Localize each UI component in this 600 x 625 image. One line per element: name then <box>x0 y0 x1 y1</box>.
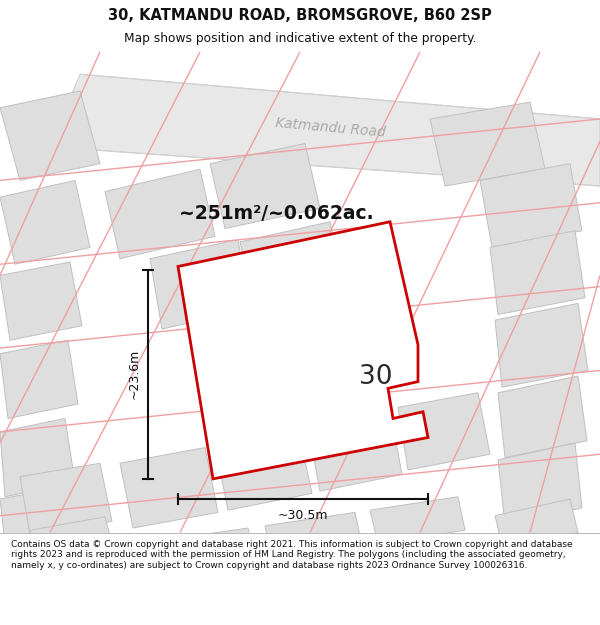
Polygon shape <box>480 164 582 248</box>
Text: 30: 30 <box>359 364 393 391</box>
Polygon shape <box>308 409 402 491</box>
Text: 30, KATMANDU ROAD, BROMSGROVE, B60 2SP: 30, KATMANDU ROAD, BROMSGROVE, B60 2SP <box>108 8 492 23</box>
Polygon shape <box>495 303 588 388</box>
Polygon shape <box>495 499 578 549</box>
Polygon shape <box>0 181 90 264</box>
Polygon shape <box>240 222 345 307</box>
Polygon shape <box>178 222 428 479</box>
Polygon shape <box>30 517 115 568</box>
Polygon shape <box>45 544 148 591</box>
Text: Contains OS data © Crown copyright and database right 2021. This information is : Contains OS data © Crown copyright and d… <box>11 540 572 570</box>
Text: ~30.5m: ~30.5m <box>278 509 328 522</box>
Polygon shape <box>50 74 600 186</box>
Polygon shape <box>105 169 215 259</box>
Polygon shape <box>215 429 312 510</box>
Polygon shape <box>398 392 490 470</box>
Text: Map shows position and indicative extent of the property.: Map shows position and indicative extent… <box>124 32 476 45</box>
Polygon shape <box>265 512 362 559</box>
Polygon shape <box>498 376 587 458</box>
Polygon shape <box>0 340 78 419</box>
Polygon shape <box>498 443 582 524</box>
Polygon shape <box>430 102 545 186</box>
Text: ~251m²/~0.062ac.: ~251m²/~0.062ac. <box>179 204 373 224</box>
Polygon shape <box>490 231 585 314</box>
Polygon shape <box>0 488 68 544</box>
Polygon shape <box>0 91 100 181</box>
Text: ~23.6m: ~23.6m <box>128 349 140 399</box>
Polygon shape <box>0 262 82 340</box>
Polygon shape <box>20 463 112 535</box>
Polygon shape <box>120 448 218 528</box>
Polygon shape <box>210 144 320 229</box>
Polygon shape <box>155 528 256 575</box>
Text: Katmandu Road: Katmandu Road <box>274 116 386 139</box>
Polygon shape <box>150 239 250 329</box>
Polygon shape <box>370 497 465 544</box>
Polygon shape <box>0 419 75 497</box>
